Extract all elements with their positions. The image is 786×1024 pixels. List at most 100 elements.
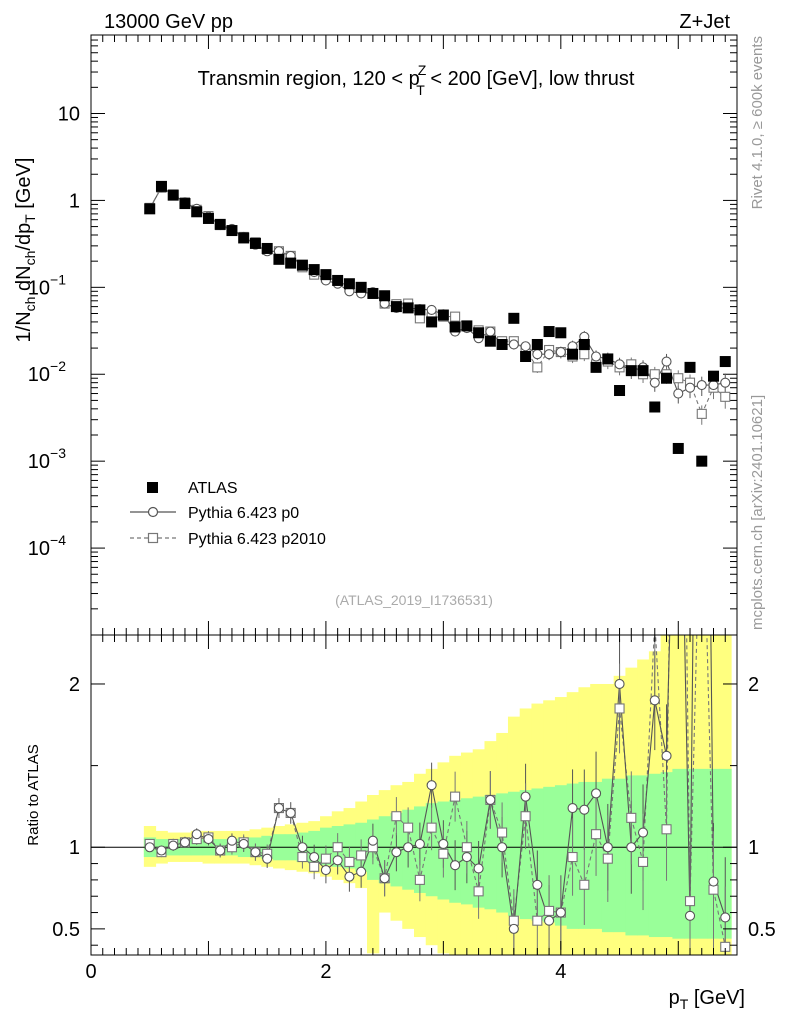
title-post: < 200 [GeV], low thrust	[425, 68, 635, 90]
ratio-band-green	[378, 816, 392, 884]
ratio-point-p0	[708, 876, 719, 887]
point-p0	[673, 388, 684, 399]
series-line-p2010	[149, 186, 726, 416]
xlabel-unit: [GeV]	[688, 987, 745, 1009]
point-atlas	[379, 290, 391, 302]
ratio-point-p0	[450, 860, 461, 871]
ratio-point-p2010	[567, 851, 578, 863]
point-atlas	[343, 278, 355, 290]
ratio-band-green	[543, 786, 556, 923]
point-atlas	[355, 281, 367, 293]
point-p0	[661, 356, 672, 367]
point-atlas	[531, 338, 543, 350]
ratio-point-p2010	[661, 824, 672, 835]
ylabel-part-0: 1/N	[13, 311, 35, 342]
point-atlas	[296, 259, 308, 271]
point-atlas	[367, 287, 379, 299]
point-atlas	[625, 365, 637, 377]
point-atlas	[414, 304, 426, 316]
point-p2010	[450, 311, 461, 322]
point-atlas	[555, 327, 567, 339]
point-atlas	[696, 455, 708, 467]
y-tick-label: 10−3	[28, 445, 66, 473]
ratio-point-p2010	[356, 850, 367, 861]
point-atlas	[578, 338, 590, 350]
ratio-point-p2010	[426, 822, 437, 833]
legend: ATLAS Pythia 6.423 p0 Pythia 6.423 p2010	[130, 480, 326, 548]
y-tick-label-exp: −1	[50, 271, 66, 287]
y-tick-label-base: 10	[28, 277, 50, 299]
ratio-point-p0	[285, 807, 296, 819]
ratio-band-green	[672, 768, 685, 939]
ratio-point-p0	[403, 842, 414, 853]
analysis-id: (ATLAS_2019_I1736531)	[335, 592, 493, 608]
x-tick-label: 4	[555, 961, 566, 983]
ylabel-part-2: dN	[13, 265, 35, 296]
ratio-point-p0	[156, 845, 167, 856]
y-tick-label: 10−2	[28, 358, 66, 386]
ratio-point-p0	[203, 834, 214, 845]
ratio-point-p0	[379, 873, 390, 884]
point-p0	[720, 377, 731, 388]
ratio-point-p0	[238, 838, 249, 850]
ratio-point-p0	[544, 915, 555, 926]
ratio-point-p2010	[591, 829, 602, 840]
ratio-point-p2010	[579, 879, 590, 890]
legend-label-atlas: ATLAS	[188, 480, 238, 497]
ratio-point-p2010	[461, 842, 472, 853]
ratio-point-p2010	[602, 853, 613, 864]
x-tick-label: 0	[85, 961, 96, 983]
ratio-point-p0	[309, 851, 320, 863]
point-atlas	[261, 242, 273, 254]
ratio-point-p0	[497, 842, 508, 853]
point-atlas	[461, 320, 473, 332]
point-atlas	[202, 212, 214, 224]
ratio-point-p0	[414, 838, 425, 850]
ratio-point-p0	[273, 803, 284, 814]
ratio-band-green	[695, 768, 709, 939]
point-atlas	[590, 361, 602, 373]
ratio-point-p0	[473, 863, 484, 874]
point-p0	[508, 339, 519, 350]
ratio-point-p0	[179, 837, 191, 848]
point-atlas	[543, 326, 555, 338]
ratio-point-p0	[168, 840, 179, 851]
point-atlas	[649, 401, 661, 413]
point-atlas	[179, 198, 191, 210]
point-p0	[426, 304, 437, 315]
x-axis-ticks: 0 2 4	[85, 635, 738, 983]
ratio-point-p0	[684, 910, 696, 921]
ratio-tick-label-left: 1	[69, 837, 80, 859]
y-tick-label-base: 10	[28, 364, 50, 386]
ratio-clipped-group	[144, 635, 731, 955]
point-atlas	[308, 264, 320, 276]
main-data-points	[144, 180, 731, 467]
point-atlas	[602, 353, 614, 365]
point-atlas	[402, 302, 414, 314]
ratio-point-p0	[320, 865, 331, 876]
ratio-point-p0	[191, 829, 202, 840]
y-axis-label: 1/Nch dNch/dpT [GeV]	[13, 158, 38, 343]
header-right: Z+Jet	[679, 11, 730, 33]
ratio-band-green	[719, 768, 732, 939]
point-p0	[614, 359, 625, 370]
ratio-panel: 2 2 1 1 0.5 0.5	[52, 634, 776, 956]
point-atlas	[320, 269, 332, 281]
ratio-point-p2010	[344, 856, 355, 867]
point-atlas	[449, 321, 461, 333]
point-p0	[684, 382, 696, 393]
point-atlas	[567, 348, 579, 360]
ylabel-part-1: ch	[22, 297, 38, 312]
ratio-point-p2010	[309, 861, 320, 872]
point-atlas	[285, 257, 297, 269]
point-atlas	[496, 338, 508, 350]
y-tick-label-base: 10	[28, 451, 50, 473]
ratio-point-p0	[508, 923, 519, 934]
x-axis-label: pT [GeV]	[669, 987, 745, 1012]
ylabel-part-3: ch	[22, 251, 38, 266]
ratio-point-p2010	[637, 856, 649, 867]
ratio-point-p0	[367, 835, 378, 846]
ratio-point-p2010	[614, 703, 625, 714]
